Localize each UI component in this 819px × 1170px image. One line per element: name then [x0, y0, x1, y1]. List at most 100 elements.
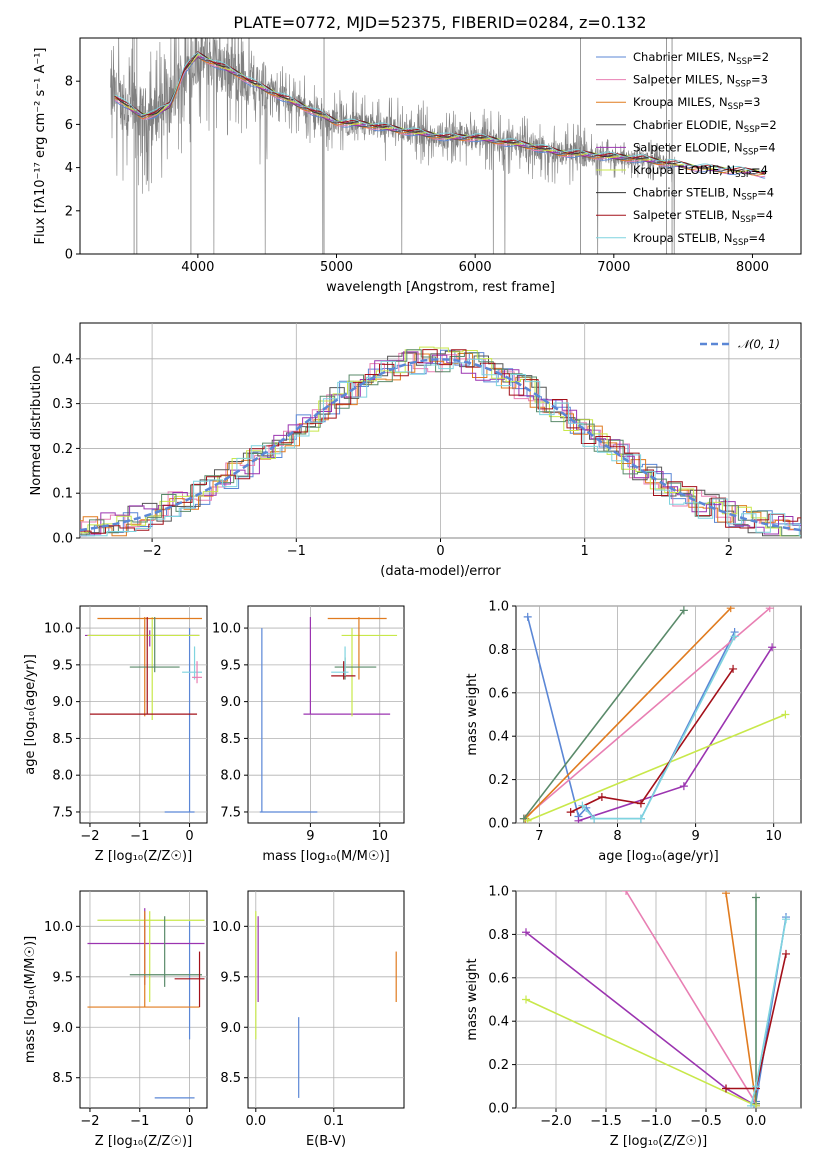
weight-age-frame [515, 605, 802, 824]
legend-entry-label: Kroupa ELODIE, NSSP=4 [633, 163, 768, 180]
age-mass-ytick-label: 9.5 [220, 658, 241, 673]
weight-z-point-marker [782, 915, 790, 924]
weight-z-point-marker [622, 891, 630, 895]
mass-z-ytick-label: 9.0 [52, 1021, 73, 1036]
spectrum-xtick-label: 8000 [736, 260, 769, 275]
mass-ebv-ytick-label: 9.0 [220, 1021, 241, 1036]
mass-ebv-ytick-label: 9.5 [220, 970, 241, 985]
weight-z-ytick-label: 0.2 [488, 1058, 509, 1073]
histogram-xtick-label: −2 [143, 544, 162, 559]
age-z-xtick-label: −1 [130, 829, 149, 844]
age-z-xtick-label: 0 [185, 829, 193, 844]
observed-spectrum-line [110, 38, 676, 254]
weight-age-point-marker [566, 808, 575, 817]
weight-age-xtick-label: 8 [613, 829, 621, 844]
weight-age-point-marker [729, 664, 738, 673]
legend-entry-label: Salpeter MILES, NSSP=3 [633, 73, 768, 90]
weight-z-xtick-label: −2.0 [540, 1114, 572, 1129]
histogram-ytick-label: 0.1 [52, 487, 73, 502]
histogram-ytick-label: 0.4 [52, 352, 73, 367]
weight-z-point-marker [747, 1101, 755, 1108]
age-mass-ytick-label: 10.0 [212, 622, 241, 637]
weight-z-xtick-label: −0.5 [690, 1114, 722, 1129]
weight-z-point-marker [522, 995, 530, 1004]
weight-age-point-marker [578, 801, 587, 810]
mass-ebv-xtick-label: 0.0 [245, 1114, 266, 1129]
weight-z-ytick-label: 0.8 [488, 928, 509, 943]
age-z-ytick-label: 9.0 [52, 695, 73, 710]
histogram-xtick-label: 1 [581, 544, 589, 559]
mass-z-xtick-label: −2 [80, 1114, 99, 1129]
weight-age-point-marker [765, 606, 774, 613]
mass-weight-vs-age-panel: 7 8 9 10 0.0 0.2 0.4 0.6 0.8 1.0 age [log₁₀(age/yr… [465, 600, 802, 864]
model-spectrum-line [114, 51, 766, 174]
age-z-ytick-label: 10.0 [44, 622, 73, 637]
weight-z-ytick-label: 1.0 [488, 885, 509, 900]
weight-age-ytick-label: 0.2 [488, 773, 509, 788]
age-mass-xlabel: mass [log₁₀(M/M☉)] [262, 849, 389, 864]
spectrum-ylabel: Flux [fλ10⁻¹⁷ erg cm⁻² s⁻¹ A⁻¹] [33, 48, 48, 245]
weight-age-point-marker [523, 816, 532, 823]
histogram-ylabel: Normed distribution [29, 366, 44, 496]
legend-entry-label: Salpeter STELIB, NSSP=4 [633, 208, 773, 225]
age-z-ylabel: age [log₁₀(age/yr)] [23, 654, 38, 775]
histogram-xtick-label: 2 [725, 544, 733, 559]
histogram-xtick-label: −1 [287, 544, 306, 559]
legend-entry-label: Chabrier STELIB, NSSP=4 [633, 186, 774, 203]
spectrum-xtick-label: 7000 [597, 260, 630, 275]
model-spectrum-line [114, 51, 766, 175]
weight-z-point-marker [752, 893, 760, 902]
normal-reference-curve [80, 358, 801, 532]
weight-z-series-line [525, 998, 757, 1107]
legend-entry-label: Salpeter ELODIE, NSSP=4 [633, 140, 776, 157]
weight-z-xtick-label: −1.5 [590, 1114, 622, 1129]
age-z-ytick-label: 8.5 [52, 732, 73, 747]
mass-ebv-ytick-label: 10.0 [212, 920, 241, 935]
age-z-frame [79, 605, 208, 824]
weight-z-point-marker [722, 1084, 730, 1093]
weight-age-ytick-label: 0.8 [488, 643, 509, 658]
weight-z-point-marker [722, 891, 730, 898]
spectrum-ytick-label: 0 [65, 248, 73, 263]
legend-entry-label: Chabrier MILES, NSSP=2 [633, 50, 769, 67]
residual-histogram-series [80, 358, 801, 537]
mass-z-xtick-label: 0 [185, 1114, 193, 1129]
age-mass-ytick-label: 8.5 [220, 732, 241, 747]
weight-age-point-marker [679, 606, 688, 615]
age-z-xlabel: Z [log₁₀(Z/Z☉)] [95, 849, 192, 864]
residual-histogram-panel: −2 −1 0 1 2 0.0 0.1 0.2 0.3 0.4 𝒩(0, 1) (data-model… [29, 322, 802, 579]
spectrum-xtick-label: 4000 [181, 260, 214, 275]
weight-age-point-marker [590, 814, 599, 823]
weight-age-point-marker [730, 632, 739, 641]
age-mass-ytick-label: 8.0 [220, 769, 241, 784]
spectrum-xlabel: wavelength [Angstrom, rest frame] [326, 280, 555, 295]
age-z-xtick-label: −2 [80, 829, 99, 844]
age-mass-xtick-label: 10 [371, 829, 388, 844]
weight-age-xtick-label: 9 [691, 829, 699, 844]
mass-vs-metallicity-panel: −2 −1 0 8.5 9.0 9.5 10.0 Z [log₁₀(Z/Z☉)] mass [l… [23, 890, 208, 1149]
mass-z-ytick-label: 9.5 [52, 970, 73, 985]
age-mass-frame [247, 605, 405, 824]
weight-age-point-marker [768, 643, 777, 652]
weight-age-xtick-label: 10 [765, 829, 782, 844]
weight-age-point-marker [781, 710, 790, 719]
mass-ebv-frame [247, 890, 405, 1109]
mass-z-ytick-label: 8.5 [52, 1071, 73, 1086]
legend-entry-label: Chabrier ELODIE, NSSP=2 [633, 118, 777, 135]
spectrum-frame [79, 37, 802, 255]
normal-legend-label: 𝒩(0, 1) [738, 337, 780, 351]
weight-z-point-marker [782, 949, 790, 958]
weight-age-ylabel: mass weight [465, 673, 480, 755]
histogram-xtick-label: 0 [436, 544, 444, 559]
age-vs-mass-panel: 9 10 7.5 8.0 8.5 9.0 9.5 10.0 mass [log₁₀(M/M☉)] [212, 605, 405, 864]
histogram-plot-area [80, 346, 801, 537]
weight-age-series-line [523, 607, 771, 820]
figure-title: PLATE=0772, MJD=52375, FIBERID=0284, z=0… [233, 13, 646, 32]
histogram-ytick-label: 0.0 [52, 532, 73, 547]
weight-age-point-marker [636, 814, 645, 823]
weight-age-series-line [523, 609, 685, 820]
spectrum-ytick-label: 2 [65, 204, 73, 219]
age-mass-ytick-label: 7.5 [220, 805, 241, 820]
weight-age-ytick-label: 1.0 [488, 600, 509, 615]
